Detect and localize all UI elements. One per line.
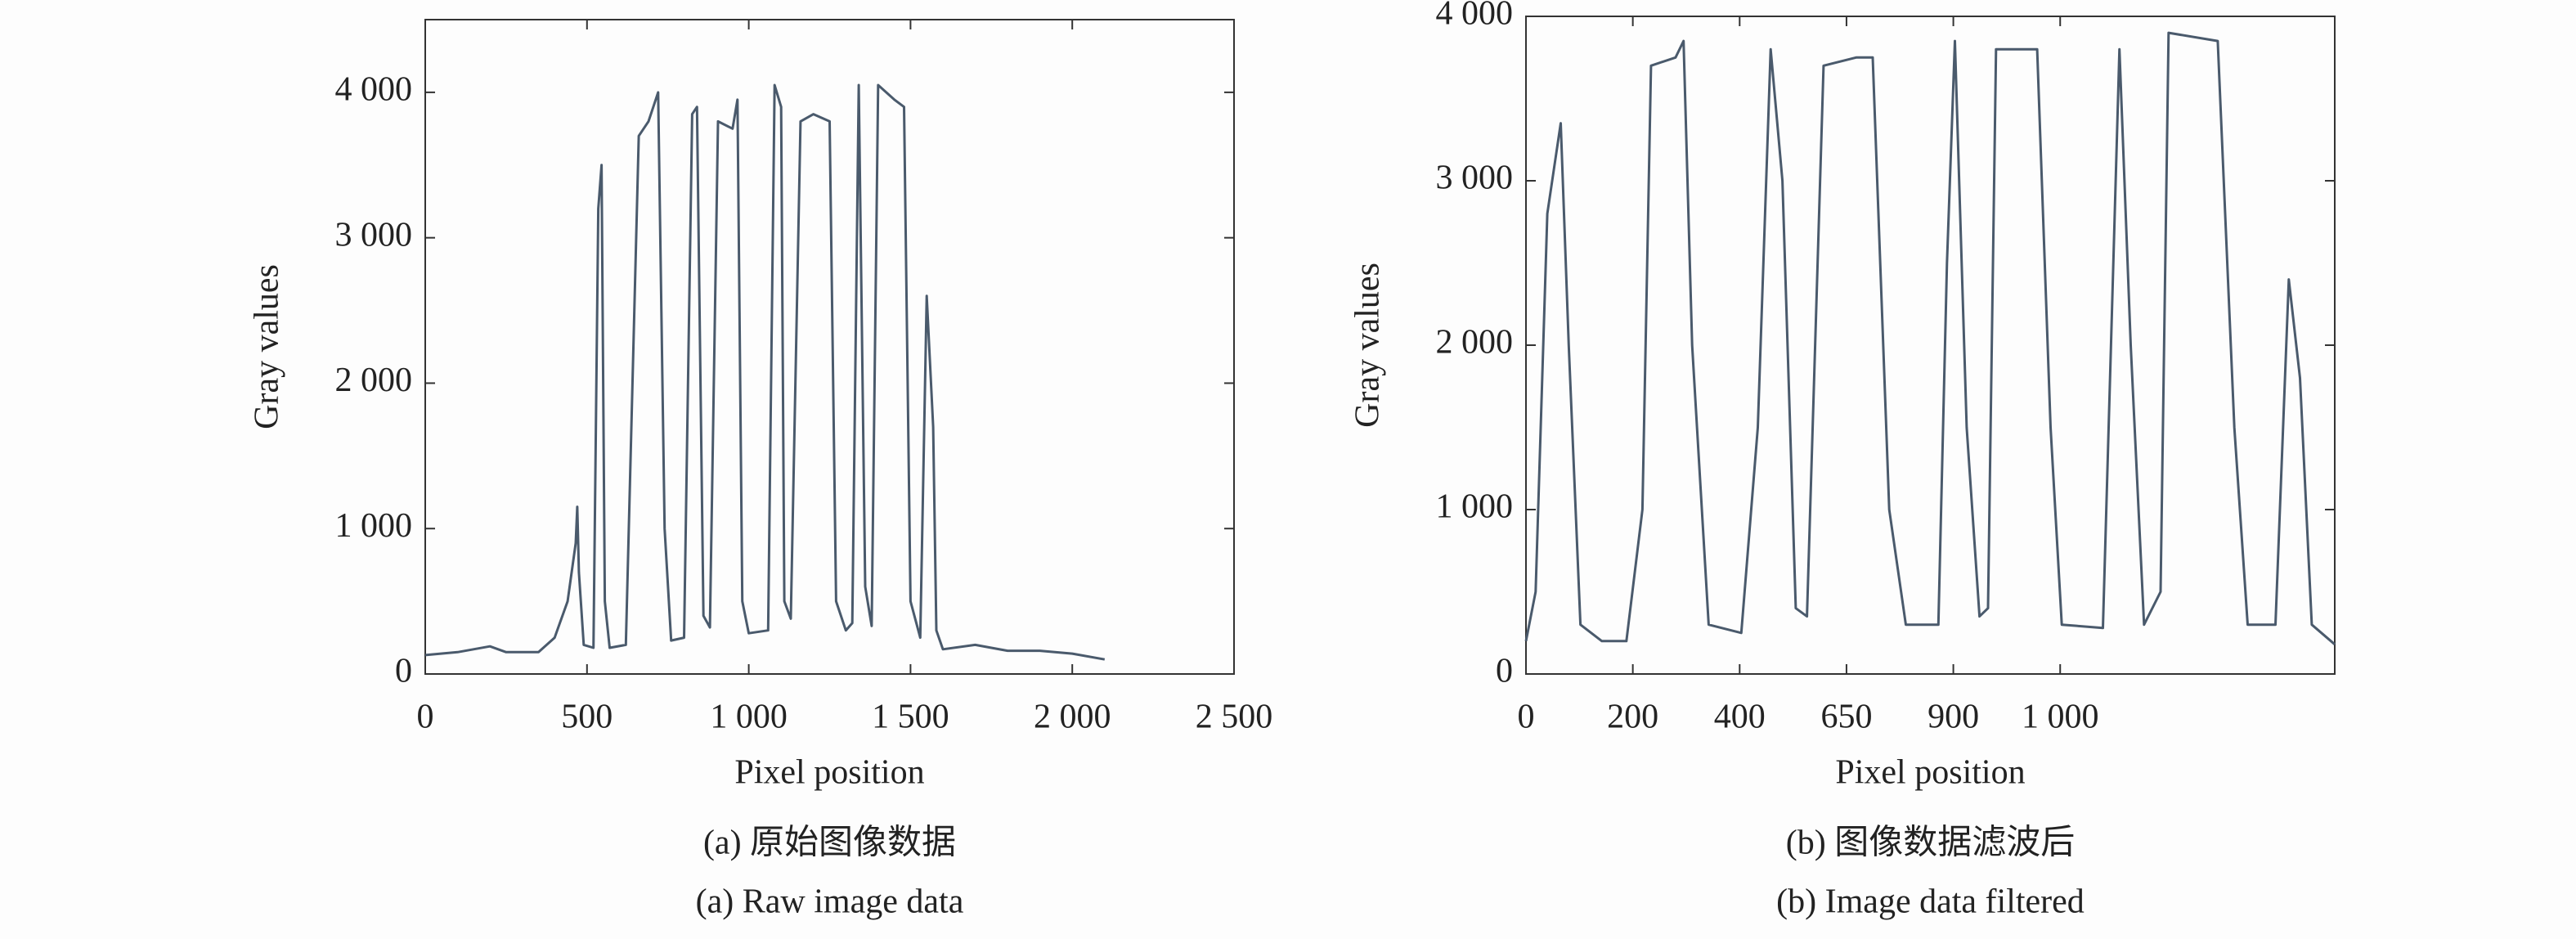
y-axis-label: Gray values xyxy=(1349,263,1387,428)
x-tick-label: 200 xyxy=(1607,699,1658,736)
x-axis-label: Pixel position xyxy=(1835,754,2025,792)
data-line xyxy=(424,83,1106,661)
x-tick-label: 900 xyxy=(1928,699,1979,736)
x-tick-label: 0 xyxy=(417,699,434,736)
x-tick-label: 0 xyxy=(1518,699,1535,736)
caption: (b) 图像数据滤波后 xyxy=(1786,824,2075,862)
y-axis-label: Gray values xyxy=(249,264,286,429)
x-axis-label: Pixel position xyxy=(734,754,924,792)
y-tick-label: 1 000 xyxy=(1436,488,1514,526)
x-tick-label: 2 500 xyxy=(1196,699,1273,736)
y-tick-label: 2 000 xyxy=(1436,324,1514,362)
x-tick-label: 1 500 xyxy=(872,699,949,736)
y-tick-label: 2 000 xyxy=(335,362,413,399)
x-tick-label: 400 xyxy=(1714,699,1766,736)
caption: (a) 原始图像数据 xyxy=(703,824,956,862)
y-tick-label: 3 000 xyxy=(1436,159,1514,197)
x-tick-label: 650 xyxy=(1820,699,1872,736)
y-tick-label: 0 xyxy=(1496,653,1513,690)
y-tick-label: 1 000 xyxy=(335,507,413,545)
y-tick-label: 3 000 xyxy=(335,216,413,254)
y-tick-label: 0 xyxy=(395,653,412,690)
x-tick-label: 500 xyxy=(561,699,613,736)
y-tick-label: 4 000 xyxy=(335,71,413,109)
caption-en: (a) Raw image data xyxy=(696,883,964,921)
x-tick-label: 1 000 xyxy=(710,699,788,736)
y-tick-label: 4 000 xyxy=(1436,0,1514,33)
data-line xyxy=(1524,31,2336,645)
caption-en: (b) Image data filtered xyxy=(1776,883,2085,921)
plot-frame xyxy=(424,19,1235,675)
plot-frame xyxy=(1525,16,2336,675)
x-tick-label: 2 000 xyxy=(1034,699,1111,736)
x-tick-label: 1 000 xyxy=(2022,699,2099,736)
